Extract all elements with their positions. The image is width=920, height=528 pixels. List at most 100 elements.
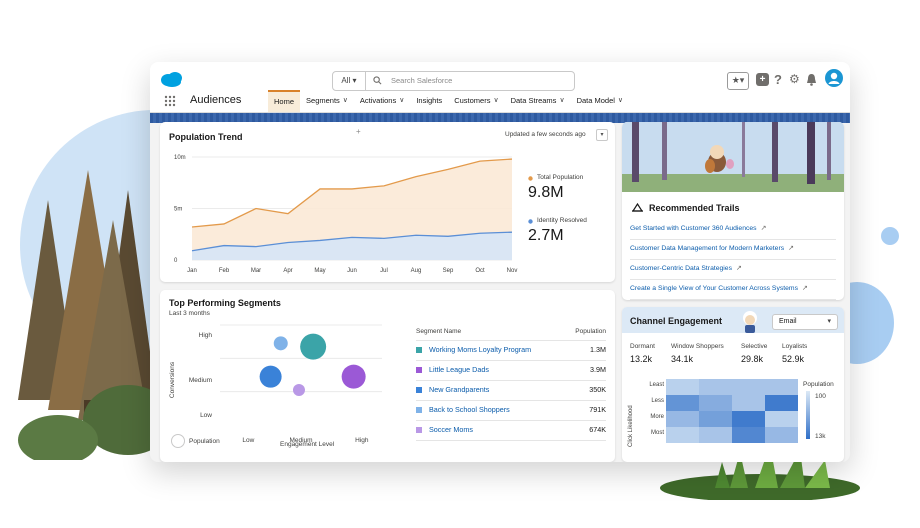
table-row[interactable]: Working Moms Loyalty Program 1.3M xyxy=(416,340,606,361)
engagement-stats: Dormant 13.2k Window Shoppers 34.1k Selectiv… xyxy=(630,343,840,369)
chevron-down-icon[interactable]: ∨ xyxy=(617,97,624,104)
user-avatar-icon[interactable] xyxy=(825,69,843,87)
heatmap-y-ticks: Least Less More Most xyxy=(644,379,664,449)
trail-item[interactable]: Create a Single View of Your Customer Ac… xyxy=(630,279,836,300)
nav-tab-label: Data Streams xyxy=(510,96,557,105)
channel-engagement-title: Channel Engagement xyxy=(630,316,723,326)
heatmap-legend-bar xyxy=(806,391,810,439)
nav-tab-home[interactable]: Home xyxy=(268,90,301,112)
recommended-trails-title: Recommended Trails xyxy=(649,203,740,213)
x-tick-label: May xyxy=(314,268,325,274)
series-line-0 xyxy=(191,158,513,228)
forest-illustration xyxy=(18,170,168,460)
nav-tab-segments[interactable]: Segments ∨ xyxy=(300,90,354,112)
heatmap-cell xyxy=(699,395,732,411)
trail-link[interactable]: Create a Single View of Your Customer Ac… xyxy=(630,284,808,292)
trail-item[interactable]: Get Started with Customer 360 Audiences ↗ xyxy=(630,219,836,240)
global-search[interactable]: All ▾ Search Salesforce xyxy=(332,71,575,91)
heatmap-cell xyxy=(666,427,699,443)
population-trend-card: Population Trend + Updated a few seconds… xyxy=(160,122,615,282)
y-tick-label: 5m xyxy=(174,207,182,213)
nav-tab-data-model[interactable]: Data Model ∨ xyxy=(571,90,629,112)
favorites-icon[interactable]: ★▾ xyxy=(727,72,749,90)
y-tick-label: High xyxy=(199,332,213,339)
help-icon[interactable]: ? xyxy=(774,72,782,87)
trail-link[interactable]: Customer Data Management for Modern Mark… xyxy=(630,244,794,252)
segment-name-link[interactable]: Little League Dads xyxy=(429,365,489,374)
trail-link[interactable]: Get Started with Customer 360 Audiences ↗ xyxy=(630,224,766,232)
segment-color-swatch xyxy=(416,407,422,413)
add-icon[interactable]: + xyxy=(756,73,769,86)
stat-label: Window Shoppers xyxy=(671,343,724,350)
heatmap-cell xyxy=(765,411,798,427)
nav-tab-customers[interactable]: Customers ∨ xyxy=(448,90,504,112)
trail-item[interactable]: Customer-Centric Data Strategies ↗ xyxy=(630,259,836,280)
x-tick-label: Oct xyxy=(475,268,485,274)
recommended-trails-card: Recommended Trails Get Started with Cust… xyxy=(622,122,844,300)
chevron-down-icon[interactable]: ∨ xyxy=(342,97,348,104)
segment-name-link[interactable]: Soccer Moms xyxy=(429,425,473,434)
nav-tab-data-streams[interactable]: Data Streams ∨ xyxy=(505,90,571,112)
trail-item[interactable]: Customer Data Management for Modern Mark… xyxy=(630,239,836,260)
segment-population: 3.9M xyxy=(590,365,606,374)
chevron-down-icon[interactable]: ∨ xyxy=(559,97,565,104)
external-link-icon: ↗ xyxy=(760,225,767,232)
total-population-value: 9.8M xyxy=(528,184,564,201)
chevron-down-icon[interactable]: ▾ xyxy=(596,129,608,141)
y-tick-label: Low xyxy=(200,412,212,419)
salesforce-cloud-logo[interactable] xyxy=(160,71,184,88)
table-row[interactable]: Back to School Shoppers 791K xyxy=(416,400,606,421)
search-scope-label: All xyxy=(341,76,351,85)
chevron-down-icon[interactable]: ∨ xyxy=(399,97,405,104)
x-tick-label: Sep xyxy=(443,268,454,274)
x-tick-label: Low xyxy=(242,437,254,444)
setup-gear-icon[interactable]: ⚙ xyxy=(789,72,800,86)
add-icon[interactable]: + xyxy=(356,127,361,136)
segment-population: 1.3M xyxy=(590,345,606,354)
app-launcher-icon[interactable] xyxy=(164,95,176,107)
heatmap-cell xyxy=(732,411,765,427)
stat-value: 34.1k xyxy=(671,354,694,364)
stat-value: 13.2k xyxy=(630,354,653,364)
trail-link-label: Customer-Centric Data Strategies xyxy=(630,265,732,272)
external-link-icon: ↗ xyxy=(736,265,742,272)
population-size-legend-icon xyxy=(171,434,185,448)
trail-link[interactable]: Customer-Centric Data Strategies ↗ xyxy=(630,264,742,272)
y-axis-label: Conversions xyxy=(169,361,176,398)
notifications-bell-icon[interactable] xyxy=(806,73,817,86)
table-row[interactable]: Soccer Moms 674K xyxy=(416,420,606,441)
segment-name-link[interactable]: New Grandparents xyxy=(429,385,490,394)
segment-population: 674K xyxy=(589,425,606,434)
segment-bubble[interactable] xyxy=(292,384,305,396)
channel-select[interactable]: Email ▾ xyxy=(772,314,838,330)
heatmap-y-tick: Less xyxy=(651,398,664,404)
segment-bubble[interactable] xyxy=(273,336,288,351)
segment-name-link[interactable]: Working Moms Loyalty Program xyxy=(429,345,532,354)
nav-tab-label: Segments xyxy=(306,96,340,105)
nav-tab-activations[interactable]: Activations ∨ xyxy=(354,90,410,112)
x-tick-label: Jul xyxy=(380,268,388,274)
segment-population: 350K xyxy=(589,385,606,394)
table-row[interactable]: Little League Dads 3.9M xyxy=(416,360,606,381)
einstein-mascot-icon xyxy=(743,311,757,333)
bush-illustration xyxy=(660,445,860,500)
x-tick-label: Jan xyxy=(187,268,197,274)
segment-bubble[interactable] xyxy=(300,333,327,360)
nav-tab-insights[interactable]: Insights xyxy=(410,90,448,112)
segment-bubble[interactable] xyxy=(259,365,282,388)
heatmap-y-tick: Most xyxy=(650,430,664,436)
heatmap-cell xyxy=(666,379,699,395)
header-banner-strip xyxy=(150,113,850,123)
population-trend-chart: 0 5m 10m Jan Feb Mar Apr May Jun Jul Aug Sep Oct Nov xyxy=(174,155,517,274)
segment-population: 791K xyxy=(589,405,606,414)
channel-engagement-card: Channel Engagement Email ▾ Dormant 13.2k W… xyxy=(622,307,844,462)
heatmap-cell xyxy=(765,395,798,411)
table-row[interactable]: New Grandparents 350K xyxy=(416,380,606,401)
population-size-legend: Population xyxy=(189,438,220,445)
segment-name-link[interactable]: Back to School Shoppers xyxy=(429,405,510,414)
chevron-down-icon[interactable]: ∨ xyxy=(493,97,499,104)
heatmap-cell xyxy=(732,395,765,411)
segment-bubble[interactable] xyxy=(341,364,366,389)
search-scope-select[interactable]: All ▾ xyxy=(333,72,366,90)
search-input[interactable]: Search Salesforce xyxy=(391,76,453,85)
